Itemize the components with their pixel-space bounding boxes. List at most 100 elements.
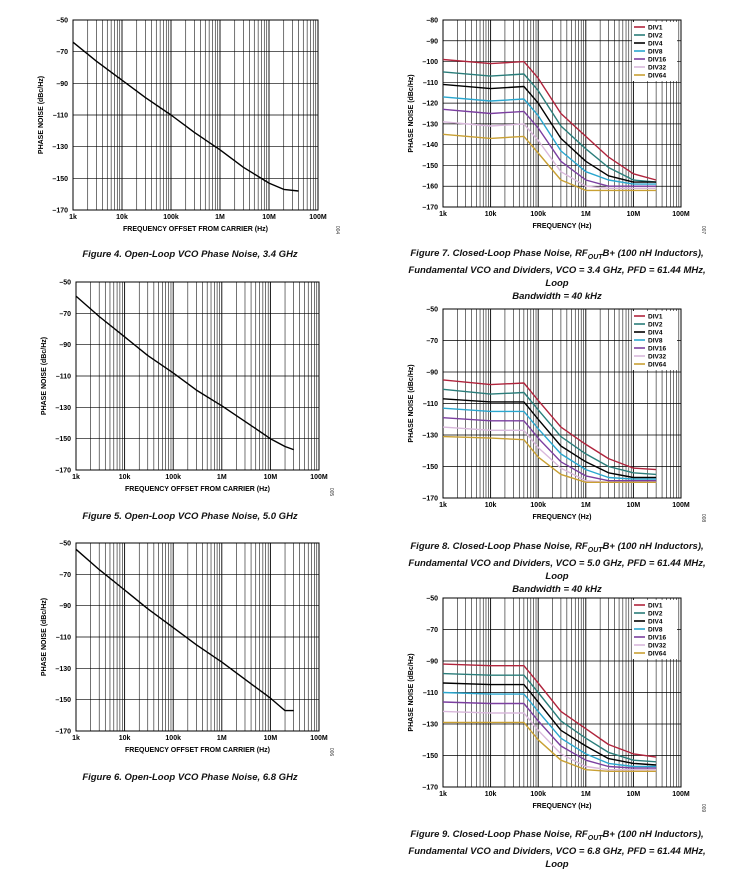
x-tick-label: 1k: [439, 502, 447, 509]
plot-frame: [442, 19, 682, 208]
x-tick-label: 10M: [264, 735, 278, 742]
y-tick-label: –130: [422, 433, 438, 440]
figure-8-caption-line3: Bandwidth = 40 kHz: [512, 583, 602, 595]
series-line-div1: [442, 58, 657, 181]
y-tick-label: –110: [56, 374, 71, 381]
series-line-div4: [442, 398, 657, 479]
y-tick-label: –120: [422, 101, 438, 108]
series-line-div1: [442, 663, 657, 758]
figure-8-caption-a: Figure 8. Closed-Loop Phase Noise, RF: [410, 541, 588, 552]
x-tick-label: 10k: [119, 735, 131, 742]
x-tick-label: 10M: [627, 211, 641, 218]
x-axis-label: FREQUENCY OFFSET FROM CARRIER (Hz): [125, 747, 270, 754]
y-axis-label: PHASE NOISE (dBc/Hz): [38, 76, 45, 154]
series-line-openloop: [72, 41, 299, 192]
figure-9-caption-b: B+ (100 nH Inductors),: [602, 829, 704, 840]
figure-6-caption-text: Figure 6. Open-Loop VCO Phase Noise, 6.8…: [82, 772, 298, 783]
y-tick-label: –130: [52, 144, 68, 151]
y-tick-label: –50: [59, 541, 71, 548]
legend-label: DIV16: [648, 57, 666, 64]
x-tick-label: 10M: [627, 791, 641, 798]
x-tick-label: 100M: [672, 211, 690, 218]
x-tick-label: 1M: [581, 791, 591, 798]
x-tick-label: 1M: [217, 474, 227, 481]
x-axis-label: FREQUENCY (Hz): [533, 514, 592, 521]
series-line-div8: [442, 407, 657, 480]
y-tick-label: –90: [59, 342, 71, 349]
legend-label: DIV1: [648, 603, 663, 610]
x-tick-label: 1M: [217, 735, 227, 742]
legend-label: DIV32: [648, 65, 666, 72]
figure-code: 008: [700, 514, 706, 523]
figure-8-caption-line2: Fundamental VCO and Dividers, VCO = 5.0 …: [408, 557, 706, 582]
y-tick-label: –150: [55, 436, 71, 443]
x-tick-label: 10M: [262, 214, 276, 221]
figure-8-caption: Figure 8. Closed-Loop Phase Noise, RFOUT…: [398, 540, 716, 596]
series-line-div8: [442, 691, 657, 768]
y-tick-label: –170: [422, 785, 438, 792]
chart-fig7: –80 –90 –100 –110 –120 –130 –140 –150 –160 –1701k…: [408, 18, 706, 235]
legend-label: DIV2: [648, 611, 663, 618]
y-tick-label: –50: [56, 18, 68, 25]
y-tick-label: –150: [52, 176, 68, 183]
x-tick-label: 1M: [581, 502, 591, 509]
y-tick-label: –50: [426, 307, 438, 314]
figure-code: 007: [700, 226, 706, 235]
figure-7-caption-line3: Bandwidth = 40 kHz: [512, 290, 602, 302]
legend-label: DIV2: [648, 33, 663, 40]
series-line-div8: [442, 96, 657, 185]
y-tick-label: –170: [422, 496, 438, 503]
x-tick-label: 1k: [72, 474, 80, 481]
x-tick-label: 100k: [163, 214, 179, 221]
y-tick-label: –90: [426, 38, 438, 45]
x-tick-label: 10M: [264, 474, 278, 481]
legend-label: DIV64: [648, 362, 666, 369]
series-line-openloop: [75, 295, 294, 451]
x-tick-label: 100k: [165, 735, 181, 742]
y-axis-label: PHASE NOISE (dBc/Hz): [41, 598, 48, 676]
y-tick-label: –150: [422, 163, 438, 170]
y-tick-label: –130: [55, 405, 71, 412]
legend-label: DIV8: [648, 338, 663, 345]
x-tick-label: 100k: [530, 791, 546, 798]
y-tick-label: –90: [426, 370, 438, 377]
series-line-div64: [443, 721, 657, 772]
y-tick-label: –130: [422, 121, 438, 128]
series-line-div64: [442, 133, 657, 192]
legend-label: DIV4: [648, 41, 663, 48]
legend-label: DIV8: [648, 49, 663, 56]
series-line-div2: [442, 71, 657, 183]
x-tick-label: 10k: [485, 211, 497, 218]
x-tick-label: 100k: [165, 474, 181, 481]
y-tick-label: –150: [55, 697, 71, 704]
y-tick-label: –110: [53, 113, 68, 120]
y-tick-label: –90: [56, 81, 68, 88]
x-tick-label: 10k: [119, 474, 131, 481]
legend-label: DIV1: [648, 25, 663, 32]
series-line-div64: [442, 435, 657, 483]
x-tick-label: 10M: [627, 502, 641, 509]
y-tick-label: –110: [56, 635, 71, 642]
x-axis-label: FREQUENCY OFFSET FROM CARRIER (Hz): [125, 486, 270, 493]
y-axis-label: PHASE NOISE (dBc/Hz): [41, 337, 48, 415]
y-tick-label: –70: [56, 49, 68, 56]
x-tick-label: 10k: [485, 791, 497, 798]
figure-9-caption: Figure 9. Closed-Loop Phase Noise, RFOUT…: [398, 828, 716, 871]
figure-8-caption-sub: OUT: [587, 546, 603, 554]
series-line-div4: [442, 83, 657, 183]
series-line-div1: [442, 379, 657, 471]
figure-code: 004: [334, 226, 340, 235]
figure-8-caption-b: B+ (100 nH Inductors),: [602, 541, 704, 552]
legend-label: DIV4: [648, 330, 663, 337]
x-tick-label: 100M: [310, 474, 328, 481]
figure-5-caption-text: Figure 5. Open-Loop VCO Phase Noise, 5.0…: [82, 511, 298, 522]
plot-frame: [75, 542, 320, 732]
series-line-div2: [442, 672, 657, 763]
plot-frame: [72, 19, 319, 211]
y-tick-label: –70: [59, 572, 71, 579]
